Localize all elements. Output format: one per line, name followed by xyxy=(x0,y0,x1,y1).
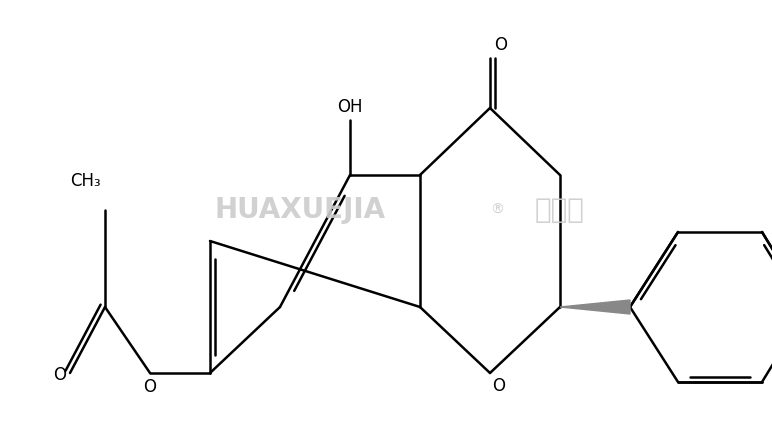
Text: OH: OH xyxy=(337,98,363,116)
Polygon shape xyxy=(560,300,630,314)
Text: 化学加: 化学加 xyxy=(535,196,585,224)
Text: HUAXUEJIA: HUAXUEJIA xyxy=(215,196,385,224)
Text: O: O xyxy=(494,36,507,54)
Text: O: O xyxy=(53,366,66,384)
Text: ®: ® xyxy=(490,203,504,217)
Text: O: O xyxy=(144,378,157,396)
Text: O: O xyxy=(492,377,505,395)
Text: CH₃: CH₃ xyxy=(69,172,100,190)
